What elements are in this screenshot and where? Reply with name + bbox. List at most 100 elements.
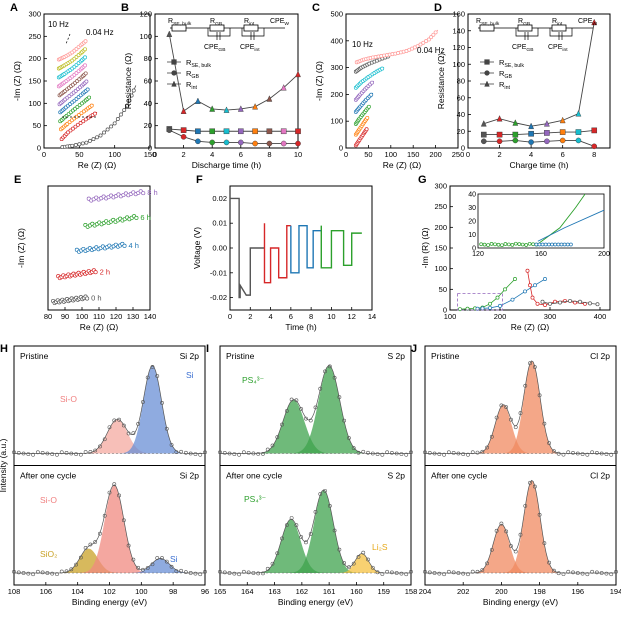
series-2h — [353, 115, 370, 137]
data-point — [209, 139, 215, 146]
data-point — [117, 417, 121, 422]
x-tick-label: 110 — [93, 312, 105, 321]
y-axis-label: -Im (R) (Ω) — [420, 227, 430, 268]
series-9h — [56, 47, 87, 71]
data-point — [127, 98, 132, 103]
data-point — [399, 452, 404, 457]
y-tick-label: 200 — [330, 90, 343, 99]
data-point — [595, 450, 599, 455]
data-point — [222, 450, 227, 455]
data-point — [496, 138, 503, 145]
peak-label: Li₂S — [372, 542, 388, 552]
data-point — [78, 452, 83, 457]
data-point — [496, 242, 501, 247]
data-point — [356, 555, 361, 559]
data-point — [323, 488, 327, 493]
data-point — [543, 277, 547, 281]
data-point — [571, 450, 575, 455]
x-tick-label: 6 — [239, 150, 243, 159]
series-1h — [59, 111, 98, 142]
x-tick-label: 130 — [127, 312, 140, 321]
circuit-label-cpew: CPEW — [578, 18, 597, 27]
data-point — [599, 451, 604, 456]
data-point — [237, 128, 244, 135]
data-point — [232, 452, 237, 457]
data-point — [83, 55, 87, 60]
resistor-symbol — [517, 24, 533, 32]
data-point — [588, 301, 592, 306]
panel-label: J — [411, 343, 417, 355]
data-point — [489, 242, 494, 246]
data-point — [590, 450, 595, 455]
data-point — [180, 127, 187, 133]
data-point — [252, 140, 258, 147]
data-point — [93, 270, 98, 275]
data-point — [88, 450, 93, 454]
data-point — [129, 93, 134, 98]
data-point — [518, 411, 523, 415]
data-point — [366, 450, 370, 455]
data-point — [389, 570, 394, 575]
data-point — [141, 567, 145, 572]
panel-label: B — [121, 2, 129, 14]
data-point — [356, 450, 361, 455]
data-point — [183, 450, 188, 455]
data-point — [532, 484, 537, 489]
data-point — [198, 452, 203, 457]
series-3h — [58, 95, 92, 124]
data-point — [299, 535, 304, 539]
x-tick-label: 163 — [268, 587, 281, 596]
plot-frame — [345, 13, 459, 149]
data-point — [87, 95, 92, 100]
x-axis-label: Re (Z) (Ω) — [78, 160, 117, 170]
data-point — [500, 243, 504, 248]
data-point — [432, 571, 437, 575]
circuit-label-rse: RSE, bulk — [476, 18, 500, 27]
series-6h — [353, 66, 385, 90]
equivalent-circuit: RSE, bulk RGB Rint CPEW CPEGB CPEint — [476, 18, 597, 53]
data-point — [280, 128, 287, 135]
data-point — [556, 571, 561, 576]
subpanel-pristine: Pristine Si 2p Si-O Si — [12, 351, 207, 457]
series-label: 6 h — [140, 213, 150, 222]
condition-label: After one cycle — [20, 471, 76, 481]
data-point — [64, 569, 69, 574]
data-point — [145, 566, 150, 570]
x-tick-label: 198 — [533, 587, 546, 596]
data-point — [295, 140, 301, 147]
panel-label: A — [10, 2, 18, 14]
data-point — [69, 567, 74, 572]
series-4h — [353, 92, 374, 114]
x-tick-label: 14 — [368, 312, 376, 321]
data-point — [523, 383, 528, 388]
data-point — [126, 431, 131, 436]
resistor-symbol — [551, 24, 567, 32]
subpanel-after-cycle: After one cycle Cl 2p — [423, 471, 618, 577]
data-point — [504, 529, 509, 534]
x-tick-label: 90 — [61, 312, 69, 321]
data-point — [83, 39, 88, 44]
data-point — [117, 493, 121, 498]
data-point — [370, 451, 375, 456]
series-7h — [56, 63, 87, 89]
y-tick-label: 0 — [148, 144, 152, 153]
series-4h — [58, 87, 90, 115]
annotation-10hz: 10 Hz — [48, 20, 69, 29]
data-point — [523, 503, 528, 508]
data-point — [351, 446, 356, 450]
data-point — [102, 130, 107, 135]
series-black — [540, 298, 600, 307]
data-point — [332, 528, 337, 533]
data-point — [183, 570, 188, 575]
data-point — [559, 129, 566, 135]
data-point — [566, 569, 571, 574]
data-point — [480, 138, 487, 145]
series-R_SE,bulk — [166, 126, 301, 135]
core-level-label: S 2p — [388, 471, 406, 481]
data-point — [580, 571, 585, 576]
data-point — [543, 242, 548, 247]
inset-x-tick-label: 200 — [598, 251, 610, 258]
data-point — [275, 551, 280, 556]
series-6h — [57, 71, 88, 98]
